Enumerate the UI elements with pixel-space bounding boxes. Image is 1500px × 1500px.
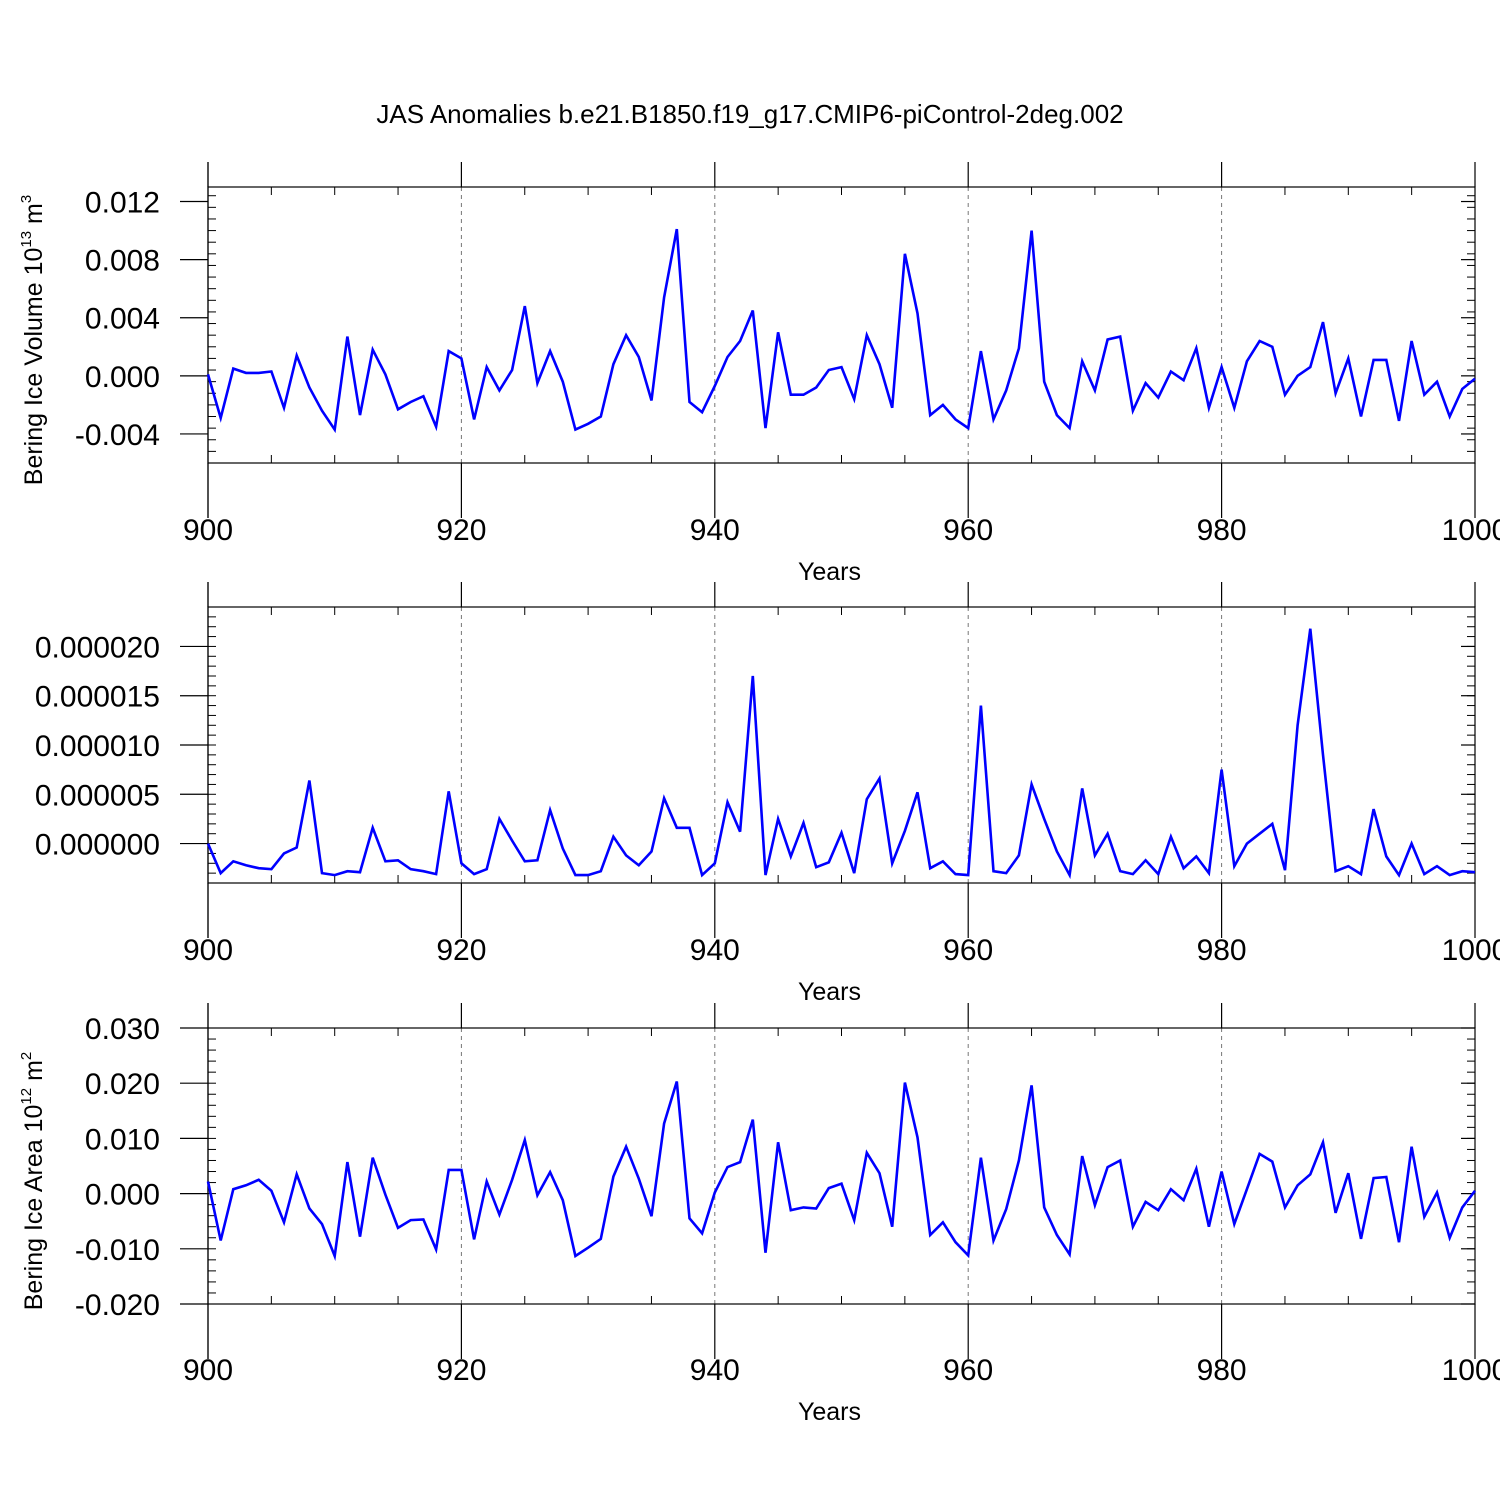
x-tick-label: 980: [1197, 514, 1247, 547]
x-tick-label: 920: [436, 1354, 486, 1387]
y-tick-label: 0.004: [85, 303, 160, 336]
panel-ice-area: 900 920 940 960 980 1000 Years -0.020 -0.010 0.00…: [18, 1003, 1500, 1426]
plot-frame: [207, 606, 1476, 884]
chart-title: JAS Anomalies b.e21.B1850.f19_g17.CMIP6-…: [376, 99, 1123, 129]
x-tick-label: 980: [1197, 1354, 1247, 1387]
y-tick-label: 0.000015: [35, 681, 160, 714]
x-tick-label: 960: [943, 514, 993, 547]
y-tick-label: 0.000005: [35, 779, 160, 812]
panel-middle: 900 920 940 960 980 1000 Years 0.000000 0.000005…: [35, 582, 1500, 1006]
x-tick-label: 960: [943, 934, 993, 967]
x-axis-label: Years: [798, 1398, 861, 1426]
x-tick-label: 920: [436, 514, 486, 547]
panel-ice-volume: 900 920 940 960 980 1000 Years -0.004 0.000 0.004…: [18, 162, 1500, 586]
y-tick-label: 0.012: [85, 187, 160, 220]
y-tick-label: 0.000: [85, 361, 160, 394]
x-tick-label: 920: [436, 934, 486, 967]
x-tick-label: 1000: [1442, 1354, 1500, 1387]
y-axis-label: Bering Ice Volume 1013 m3: [18, 195, 48, 485]
x-tick-label: 940: [690, 934, 740, 967]
x-tick-label: 1000: [1442, 514, 1500, 547]
y-tick-label: 0.000000: [35, 829, 160, 862]
x-axis-label: Years: [798, 978, 861, 1006]
y-tick-label: -0.004: [75, 419, 160, 452]
y-tick-label: -0.020: [75, 1289, 160, 1322]
y-tick-label: 0.030: [85, 1013, 160, 1046]
plot-frame: [207, 1027, 1476, 1305]
series-line: [206, 1081, 1477, 1262]
x-tick-label: 960: [943, 1354, 993, 1387]
y-tick-label: 0.000: [85, 1179, 160, 1212]
y-tick-label: -0.010: [75, 1234, 160, 1267]
x-tick-label: 1000: [1442, 934, 1500, 967]
y-tick-label: 0.000020: [35, 631, 160, 664]
y-tick-label: 0.010: [85, 1123, 160, 1156]
x-tick-label: 900: [183, 934, 233, 967]
series-line: [206, 228, 1476, 434]
plot-frame: [207, 186, 1476, 464]
y-tick-label: 0.000010: [35, 730, 160, 763]
y-axis-label: Bering Ice Area 1012 m2: [18, 1052, 48, 1311]
x-tick-label: 940: [690, 514, 740, 547]
x-tick-label: 900: [183, 1354, 233, 1387]
y-tick-label: 0.020: [85, 1068, 160, 1101]
x-tick-label: 900: [183, 514, 233, 547]
x-axis-label: Years: [798, 558, 861, 586]
y-tick-label: 0.008: [85, 245, 160, 278]
x-tick-label: 940: [690, 1354, 740, 1387]
series-line: [206, 628, 1476, 880]
x-tick-label: 980: [1197, 934, 1247, 967]
